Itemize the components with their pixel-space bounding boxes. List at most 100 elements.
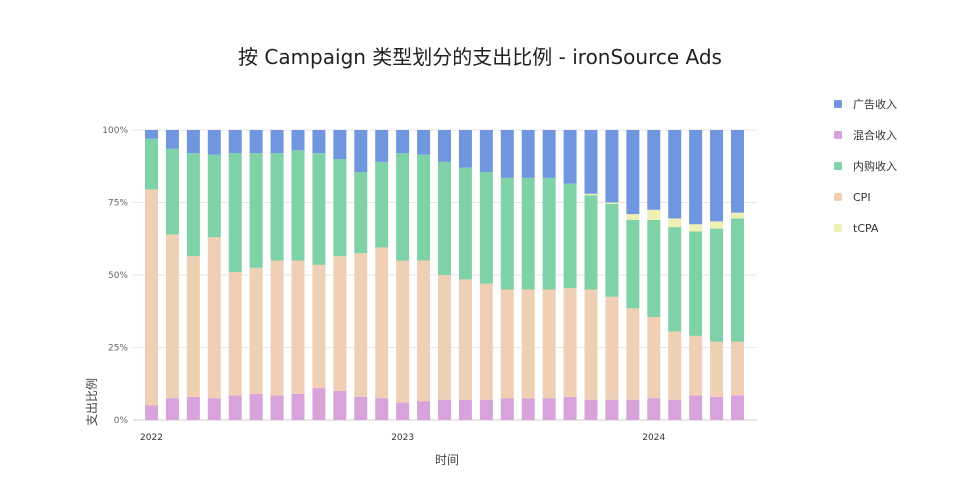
bar-segment[interactable] <box>584 193 598 196</box>
bar-segment[interactable] <box>165 234 179 399</box>
bar-segment[interactable] <box>312 388 326 420</box>
bar-segment[interactable] <box>710 341 724 397</box>
bar-segment[interactable] <box>438 275 451 400</box>
bar-segment[interactable] <box>647 209 661 220</box>
bar-segment[interactable] <box>417 401 431 420</box>
bar-segment[interactable] <box>563 130 577 184</box>
bar-segment[interactable] <box>228 395 242 420</box>
bar-segment[interactable] <box>291 130 305 151</box>
bar-segment[interactable] <box>626 308 640 400</box>
bar-segment[interactable] <box>584 399 598 420</box>
bar-segment[interactable] <box>186 256 200 397</box>
bar-segment[interactable] <box>145 189 158 406</box>
bar-segment[interactable] <box>333 159 347 257</box>
bar-segment[interactable] <box>710 396 724 420</box>
bar-segment[interactable] <box>710 130 724 222</box>
bar-segment[interactable] <box>165 148 179 235</box>
bar-segment[interactable] <box>458 279 472 400</box>
bar-segment[interactable] <box>396 153 410 261</box>
bar-segment[interactable] <box>145 130 158 139</box>
bar-segment[interactable] <box>584 130 598 194</box>
bar-segment[interactable] <box>186 153 200 257</box>
bar-segment[interactable] <box>270 153 284 261</box>
bar-segment[interactable] <box>668 399 682 420</box>
bar-segment[interactable] <box>542 177 556 290</box>
bar-segment[interactable] <box>375 130 389 162</box>
bar-segment[interactable] <box>521 130 535 178</box>
bar-segment[interactable] <box>354 172 368 254</box>
bar-segment[interactable] <box>500 177 514 290</box>
bar-segment[interactable] <box>668 227 682 332</box>
bar-segment[interactable] <box>626 130 640 215</box>
bar-segment[interactable] <box>228 153 242 273</box>
bar-segment[interactable] <box>333 130 347 159</box>
bar-segment[interactable] <box>689 130 703 225</box>
bar-segment[interactable] <box>647 130 661 210</box>
bar-segment[interactable] <box>689 335 703 396</box>
bar-segment[interactable] <box>145 138 158 190</box>
bar-segment[interactable] <box>647 219 661 318</box>
bar-segment[interactable] <box>207 398 221 420</box>
bar-segment[interactable] <box>228 272 242 396</box>
bar-segment[interactable] <box>542 398 556 420</box>
bar-segment[interactable] <box>605 296 619 400</box>
bar-segment[interactable] <box>542 130 556 178</box>
bar-segment[interactable] <box>458 130 472 168</box>
bar-segment[interactable] <box>354 253 368 397</box>
bar-segment[interactable] <box>731 341 744 396</box>
bar-segment[interactable] <box>375 161 389 248</box>
bar-segment[interactable] <box>731 130 744 213</box>
bar-segment[interactable] <box>312 264 326 389</box>
bar-segment[interactable] <box>521 177 535 290</box>
bar-segment[interactable] <box>249 130 263 154</box>
bar-segment[interactable] <box>417 130 431 155</box>
bar-segment[interactable] <box>668 218 682 228</box>
bar-segment[interactable] <box>249 153 263 268</box>
bar-segment[interactable] <box>500 289 514 399</box>
bar-segment[interactable] <box>165 398 179 420</box>
bar-segment[interactable] <box>186 396 200 420</box>
bar-segment[interactable] <box>438 130 451 162</box>
legend-item[interactable]: 混合收入 <box>834 128 897 142</box>
bar-segment[interactable] <box>731 395 744 420</box>
bar-segment[interactable] <box>270 395 284 420</box>
bar-segment[interactable] <box>438 399 451 420</box>
bar-segment[interactable] <box>354 396 368 420</box>
bar-segment[interactable] <box>207 130 221 155</box>
bar-segment[interactable] <box>396 130 410 154</box>
legend-item[interactable]: CPI <box>834 191 871 204</box>
bar-segment[interactable] <box>458 167 472 280</box>
bar-segment[interactable] <box>710 221 724 229</box>
bar-segment[interactable] <box>563 183 577 289</box>
bar-segment[interactable] <box>417 260 431 402</box>
bar-segment[interactable] <box>668 331 682 400</box>
bar-segment[interactable] <box>626 399 640 420</box>
bar-segment[interactable] <box>291 260 305 394</box>
bar-segment[interactable] <box>605 203 619 297</box>
bar-segment[interactable] <box>563 396 577 420</box>
bar-segment[interactable] <box>312 153 326 265</box>
bar-segment[interactable] <box>207 237 221 399</box>
bar-segment[interactable] <box>333 391 347 420</box>
bar-segment[interactable] <box>207 154 221 238</box>
bar-segment[interactable] <box>291 150 305 261</box>
bar-segment[interactable] <box>270 260 284 396</box>
bar-segment[interactable] <box>165 130 179 149</box>
bar-segment[interactable] <box>249 393 263 420</box>
bar-segment[interactable] <box>228 130 242 154</box>
bar-segment[interactable] <box>396 402 410 420</box>
bar-segment[interactable] <box>689 395 703 420</box>
bar-segment[interactable] <box>145 405 158 421</box>
bar-segment[interactable] <box>396 260 410 403</box>
bar-segment[interactable] <box>647 398 661 420</box>
bar-segment[interactable] <box>375 398 389 420</box>
bar-segment[interactable] <box>333 256 347 391</box>
bar-segment[interactable] <box>731 212 744 219</box>
bar-segment[interactable] <box>417 154 431 261</box>
bar-segment[interactable] <box>605 202 619 204</box>
bar-segment[interactable] <box>479 283 493 400</box>
bar-segment[interactable] <box>647 317 661 399</box>
bar-segment[interactable] <box>521 398 535 420</box>
bar-segment[interactable] <box>438 161 451 275</box>
bar-segment[interactable] <box>521 289 535 399</box>
